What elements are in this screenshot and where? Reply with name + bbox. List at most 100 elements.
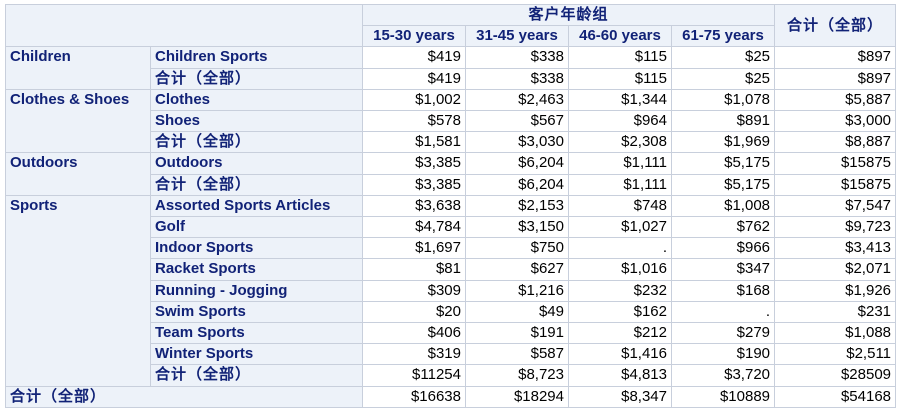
- subcategory-label: Team Sports: [150, 322, 363, 345]
- value-cell: $2,153: [465, 194, 569, 218]
- value-cell: $20: [362, 300, 466, 324]
- value-cell: $964: [568, 110, 672, 133]
- value-cell: $338: [465, 46, 569, 69]
- grand-total-value: $16638: [362, 385, 466, 408]
- value-cell: $1,027: [568, 216, 672, 239]
- subcategory-label: Swim Sports: [150, 300, 363, 324]
- value-cell: $4,813: [568, 364, 672, 387]
- value-cell: $8,723: [465, 364, 569, 387]
- value-cell: $1,111: [568, 173, 672, 196]
- value-cell: $3,638: [362, 194, 466, 218]
- value-cell: $115: [568, 46, 672, 69]
- value-cell: $966: [670, 237, 776, 260]
- value-cell: $6,204: [465, 173, 569, 196]
- value-cell: $309: [362, 279, 466, 302]
- value-cell: $1,008: [670, 194, 776, 218]
- row-total-cell: $15875: [774, 173, 897, 196]
- subcategory-label: Running - Jogging: [150, 279, 363, 302]
- value-cell: $1,078: [670, 88, 776, 112]
- grand-total-value: $8,347: [568, 385, 672, 408]
- value-cell: $5,175: [670, 173, 776, 196]
- table-row: Golf $4,784 $3,150 $1,027 $762 $9,723: [6, 216, 897, 239]
- value-cell: $162: [568, 300, 672, 324]
- value-cell: $319: [362, 343, 466, 366]
- value-cell: $419: [362, 46, 466, 69]
- value-cell: $190: [670, 343, 776, 366]
- subtotal-label: 合计（全部）: [150, 364, 363, 387]
- value-cell: $1,002: [362, 88, 466, 112]
- total-column-header: 合计（全部）: [774, 3, 897, 48]
- value-cell: $1,111: [568, 152, 672, 175]
- category-header: Children: [5, 46, 151, 90]
- table-row: Indoor Sports $1,697 $750. $966 $3,413: [6, 237, 897, 260]
- grand-total-sum: $54168: [774, 385, 897, 408]
- row-total-cell: $897: [774, 46, 897, 69]
- value-cell: $627: [465, 258, 569, 281]
- table-row: 合计（全部） $419 $338 $115 $25 $897: [6, 67, 897, 90]
- value-cell: $406: [362, 322, 466, 345]
- table-row: Sports Assorted Sports Articles $3,638 $2,1…: [5, 194, 897, 387]
- category-header: Clothes & Shoes: [5, 88, 151, 154]
- value-cell: $1,016: [568, 258, 672, 281]
- subcategory-label: Outdoors: [150, 152, 363, 175]
- corner-cell: [5, 3, 363, 48]
- table-row: 合计（全部） $3,385 $6,204 $1,111 $5,175 $15875: [6, 173, 897, 196]
- value-cell: $4,784: [362, 216, 466, 239]
- age-group-col-2: 31-45 years: [465, 25, 569, 48]
- grand-total-row: 合计（全部） $16638 $18294 $8,347 $10889 $54168: [5, 385, 897, 408]
- value-cell: $587: [465, 343, 569, 366]
- row-total-cell: $28509: [774, 364, 897, 387]
- grand-total-value: $10889: [670, 385, 776, 408]
- value-cell: $2,308: [568, 131, 672, 154]
- age-group-col-3: 46-60 years: [568, 25, 672, 48]
- row-total-cell: $2,071: [774, 258, 897, 281]
- subcategory-label: Shoes: [150, 110, 363, 133]
- row-total-cell: $2,511: [774, 343, 897, 366]
- table-row: Racket Sports $81 $627 $1,016 $347 $2,071: [6, 258, 897, 281]
- value-cell: $347: [670, 258, 776, 281]
- row-total-cell: $3,000: [774, 110, 897, 133]
- value-cell: $232: [568, 279, 672, 302]
- value-cell: $1,969: [670, 131, 776, 154]
- subcategory-label: Assorted Sports Articles: [150, 194, 363, 218]
- subcategory-label: Children Sports: [150, 46, 363, 69]
- value-cell: $81: [362, 258, 466, 281]
- value-cell: $578: [362, 110, 466, 133]
- grand-total-label: 合计（全部）: [5, 385, 363, 408]
- value-cell: $1,581: [362, 131, 466, 154]
- value-cell: $279: [670, 322, 776, 345]
- value-cell: $11254: [362, 364, 466, 387]
- row-total-cell: $1,088: [774, 322, 897, 345]
- row-total-cell: $1,926: [774, 279, 897, 302]
- value-cell: $762: [670, 216, 776, 239]
- table-body: Children Children Sports $419 $338 $115 $25 $8…: [5, 46, 897, 408]
- value-cell: $338: [465, 67, 569, 90]
- row-total-cell: $5,887: [774, 88, 897, 112]
- value-cell: $3,385: [362, 173, 466, 196]
- row-total-cell: $231: [774, 300, 897, 324]
- subcategory-label: Golf: [150, 216, 363, 239]
- table-row: 合计（全部） $1,581 $3,030 $2,308 $1,969 $8,887: [6, 131, 897, 154]
- subtotal-label: 合计（全部）: [150, 173, 363, 196]
- subtotal-label: 合计（全部）: [150, 131, 363, 154]
- value-cell: $3,150: [465, 216, 569, 239]
- value-cell: $1,697: [362, 237, 466, 260]
- table-row: Clothes & Shoes Clothes $1,002 $2,463 $1,344…: [5, 88, 897, 154]
- row-total-cell: $897: [774, 67, 897, 90]
- value-cell: $567: [465, 110, 569, 133]
- grand-total-value: $18294: [465, 385, 569, 408]
- value-cell: $3,385: [362, 152, 466, 175]
- row-total-cell: $8,887: [774, 131, 897, 154]
- value-cell: $5,175: [670, 152, 776, 175]
- value-cell: .: [670, 300, 776, 324]
- age-group-header: 客户年龄组: [361, 3, 776, 27]
- value-cell: $6,204: [465, 152, 569, 175]
- row-total-cell: $15875: [774, 152, 897, 175]
- row-total-cell: $9,723: [774, 216, 897, 239]
- subtotal-label: 合计（全部）: [150, 67, 363, 90]
- category-header: Sports: [5, 194, 151, 387]
- subcategory-label: Indoor Sports: [150, 237, 363, 260]
- value-cell: $419: [362, 67, 466, 90]
- table-header: 客户年龄组 合计（全部） 15-30 years 31-45 years 46-…: [5, 3, 897, 48]
- table-row: Outdoors Outdoors $3,385 $6,204 $1,111 $5,175…: [5, 152, 897, 196]
